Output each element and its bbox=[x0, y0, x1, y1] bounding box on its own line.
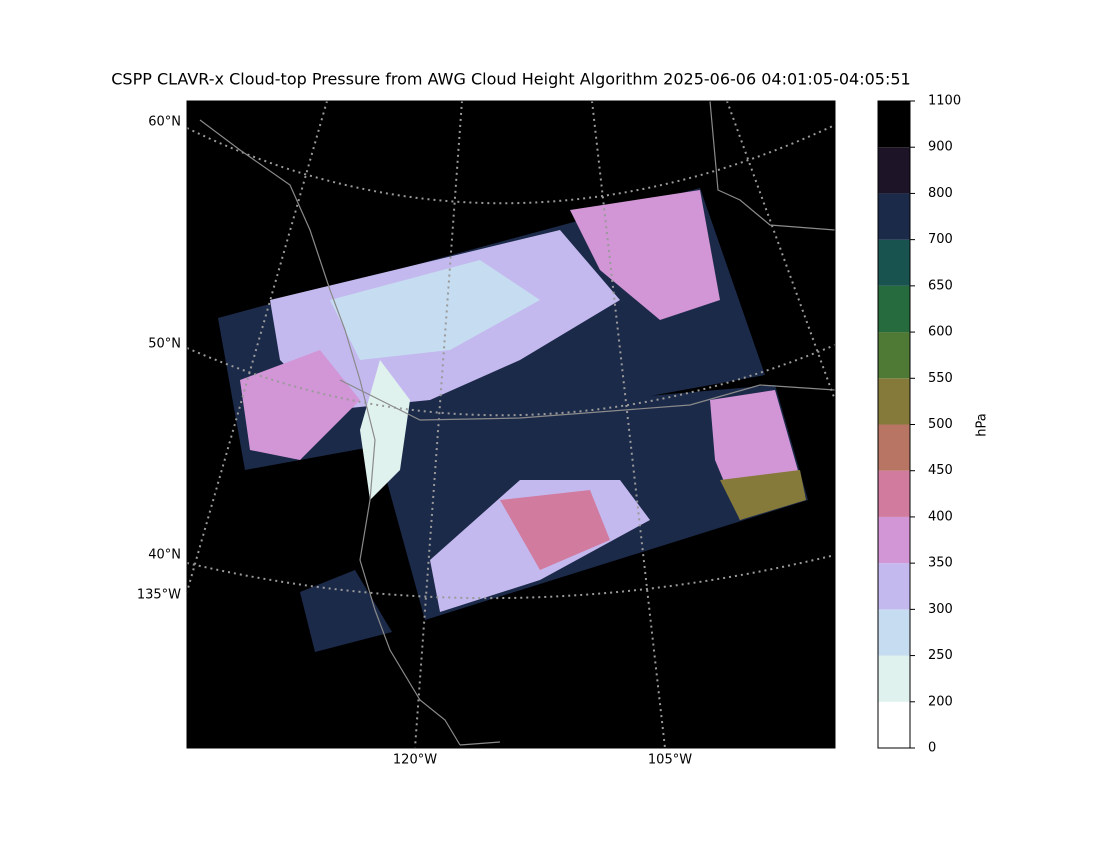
colorbar-tick-label: 550 bbox=[928, 371, 953, 386]
coastline bbox=[709, 100, 836, 231]
colorbar: 0 200 250 300 350 400 450 500 550 600 650 700 800 900… bbox=[877, 94, 961, 756]
meridian bbox=[414, 100, 463, 749]
cloud-region bbox=[500, 490, 610, 570]
colorbar-tick-label: 200 bbox=[928, 694, 953, 709]
colorbar-segment bbox=[878, 332, 910, 379]
colorbar-segment bbox=[878, 285, 910, 333]
colorbar-segment bbox=[878, 701, 910, 748]
map-panel bbox=[186, 100, 836, 749]
border bbox=[459, 741, 501, 746]
colorbar-segment bbox=[878, 193, 910, 240]
colorbar-tick-label: 600 bbox=[928, 325, 953, 340]
meridian bbox=[726, 100, 836, 401]
parallel bbox=[186, 554, 836, 600]
cloud-region bbox=[720, 470, 806, 520]
cloud-region bbox=[570, 190, 720, 320]
lon-label: 120°W bbox=[393, 753, 437, 768]
colorbar-segment bbox=[878, 516, 910, 564]
colorbar-segment bbox=[878, 101, 910, 148]
coastline bbox=[199, 119, 461, 746]
colorbar-tick-label: 250 bbox=[928, 648, 953, 663]
cloud-region bbox=[330, 260, 540, 360]
colorbar-segment bbox=[878, 147, 910, 194]
border bbox=[339, 379, 836, 421]
colorbar-tick-label: 700 bbox=[928, 232, 953, 247]
swath bbox=[300, 570, 392, 652]
meridian bbox=[591, 100, 666, 749]
map-title: CSPP CLAVR-x Cloud-top Pressure from AWG… bbox=[111, 70, 910, 89]
lon-label: 135°W bbox=[137, 588, 181, 603]
colorbar-tick-label: 350 bbox=[928, 556, 953, 571]
lat-label: 40°N bbox=[148, 548, 181, 563]
colorbar-label: hPa bbox=[975, 413, 990, 436]
colorbar-tick-label: 650 bbox=[928, 278, 953, 293]
colorbar-tick-label: 1100 bbox=[928, 94, 961, 109]
colorbar-tick-label: 400 bbox=[928, 509, 953, 524]
colorbar-segment bbox=[878, 609, 910, 656]
lat-label: 60°N bbox=[148, 115, 181, 130]
colorbar-segment bbox=[878, 239, 910, 286]
meridian bbox=[186, 100, 328, 593]
colorbar-tick-label: 800 bbox=[928, 186, 953, 201]
colorbar-segment bbox=[878, 378, 910, 425]
colorbar-tick-label: 900 bbox=[928, 140, 953, 155]
colorbar-tick-label: 450 bbox=[928, 463, 953, 478]
colorbar-tick-label: 300 bbox=[928, 602, 953, 617]
colorbar-segment bbox=[878, 424, 910, 471]
map-frame bbox=[186, 100, 836, 749]
colorbar-segment bbox=[878, 563, 910, 610]
colorbar-tick-label: 0 bbox=[928, 741, 936, 756]
colorbar-segment bbox=[878, 470, 910, 517]
colorbar-segment bbox=[878, 655, 910, 702]
lat-label: 50°N bbox=[148, 337, 181, 352]
lon-label: 105°W bbox=[648, 753, 692, 768]
cloud-region bbox=[240, 350, 360, 460]
colorbar-tick-label: 500 bbox=[928, 417, 953, 432]
parallel bbox=[186, 124, 836, 205]
